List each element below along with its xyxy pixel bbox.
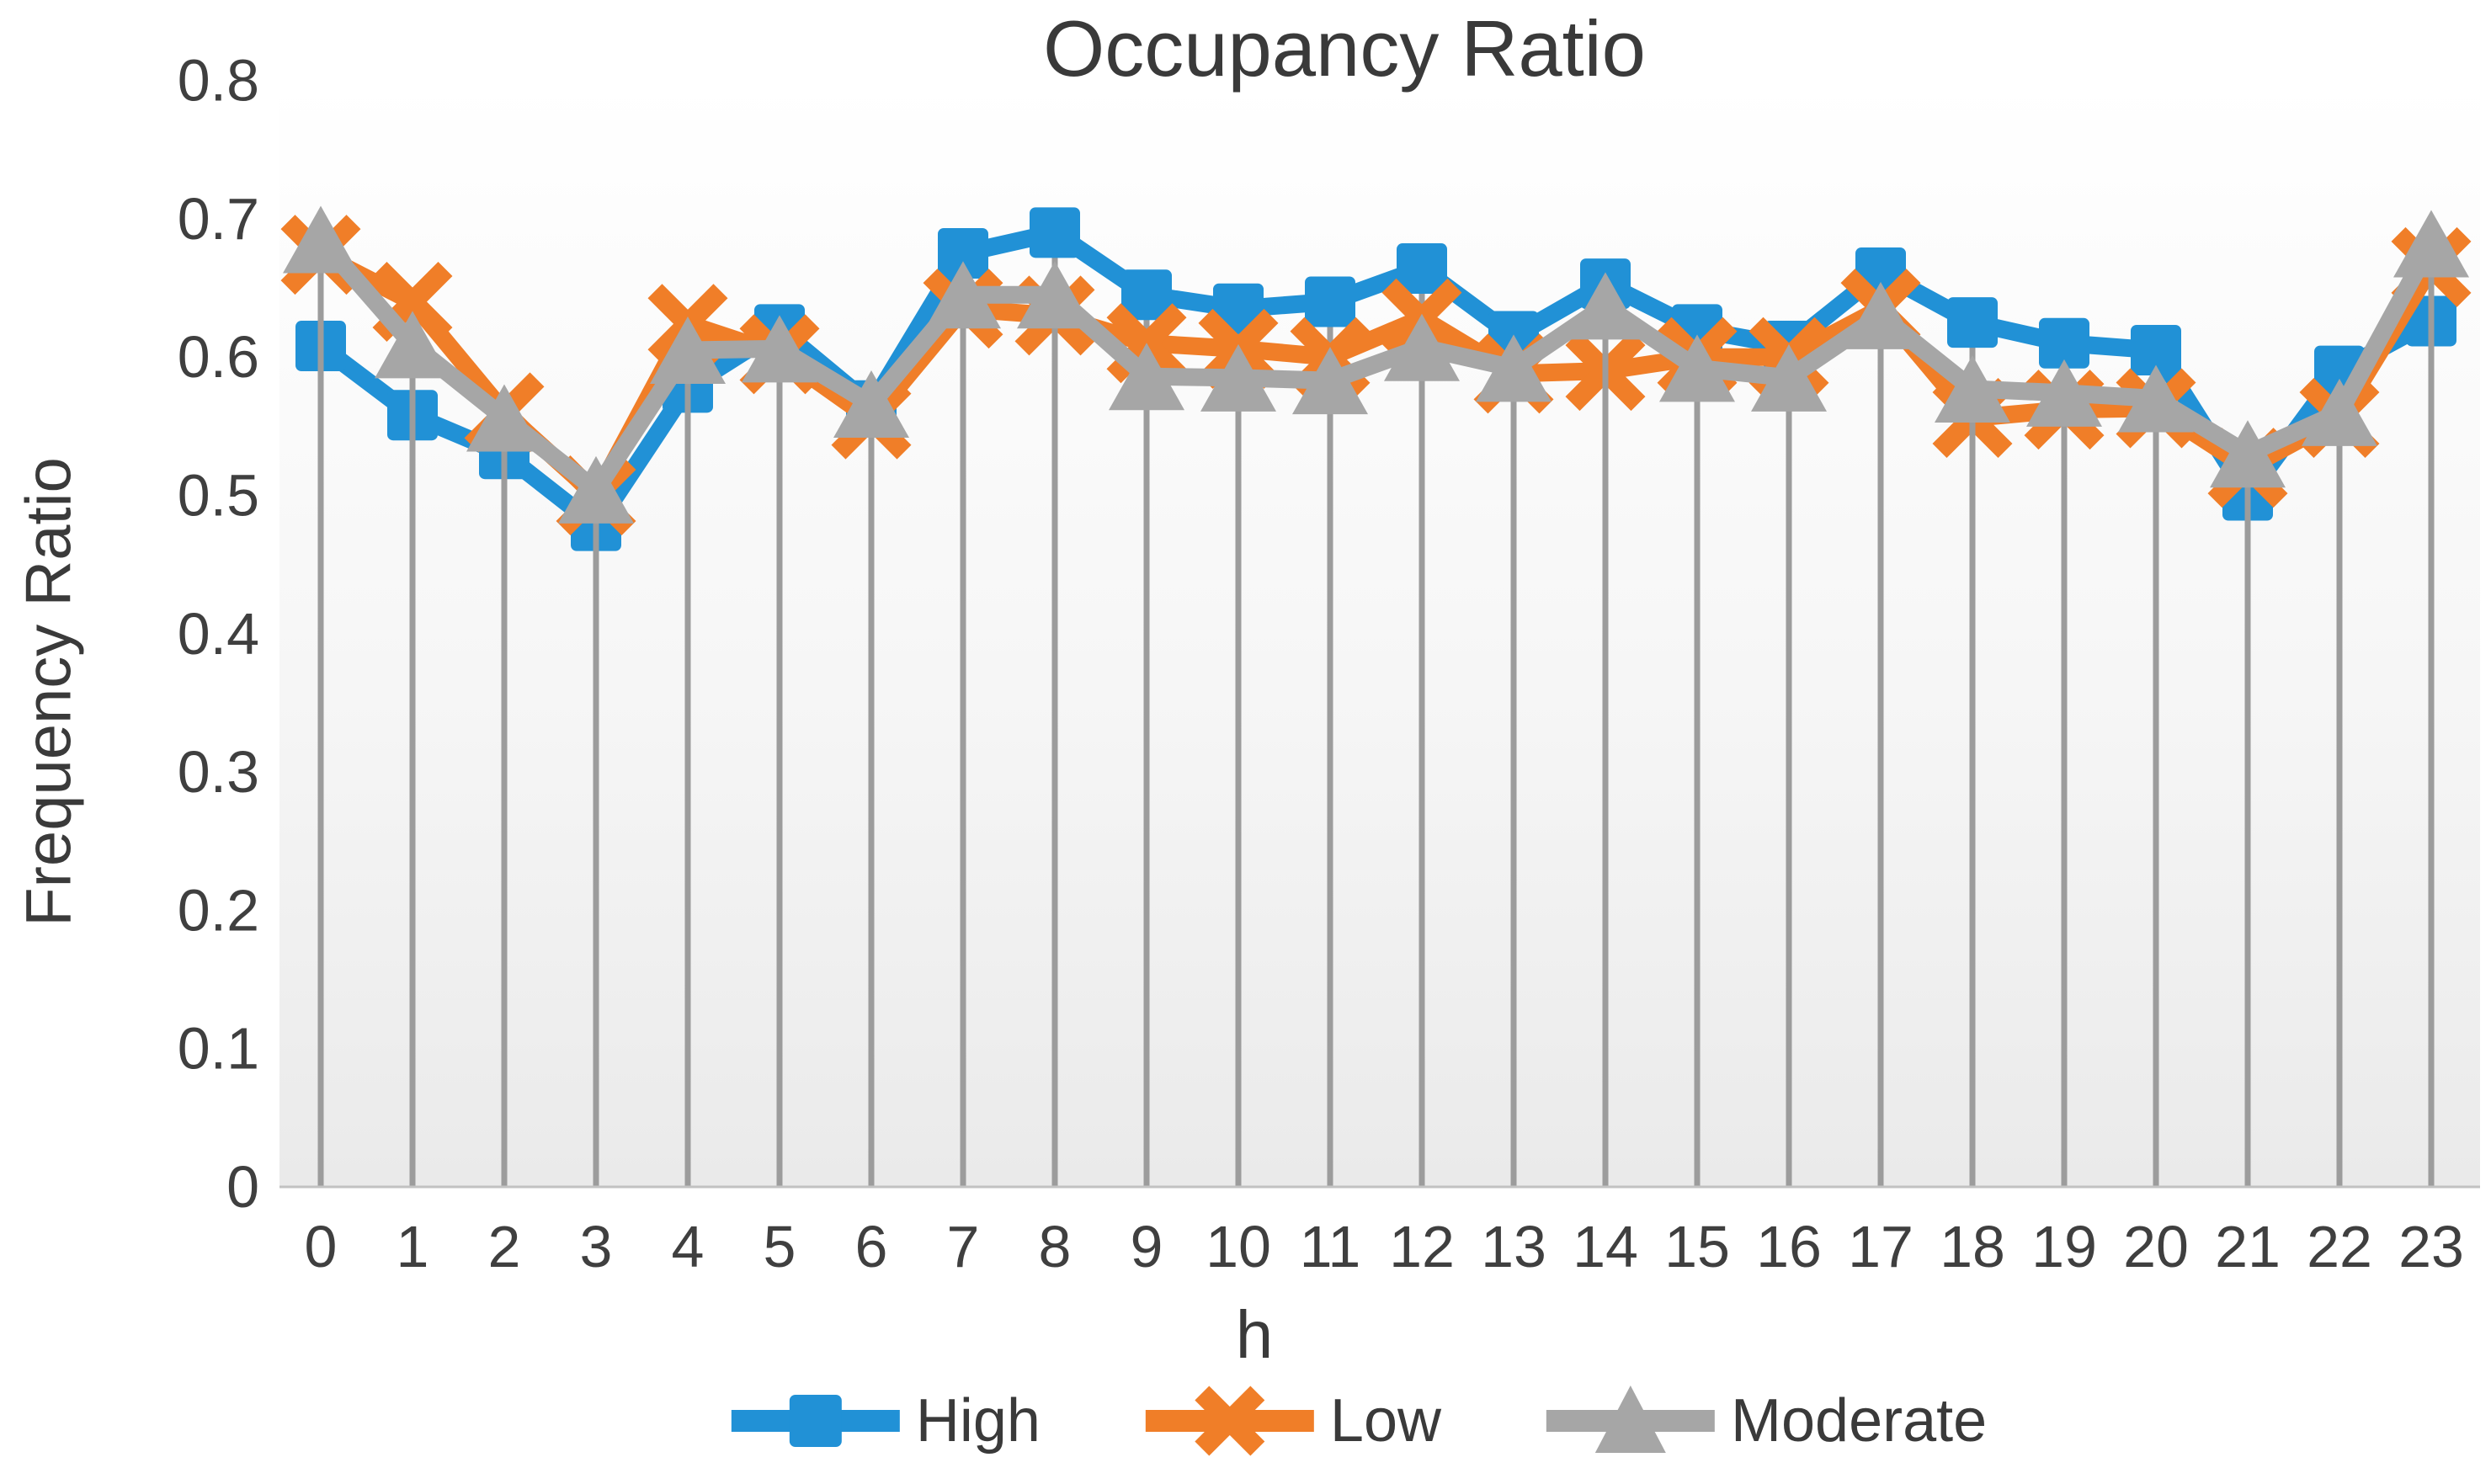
triangle-marker <box>1200 343 1276 412</box>
y-tick-label: 0.6 <box>178 324 259 390</box>
square-marker <box>1305 276 1355 327</box>
x-tick-label: 20 <box>2123 1214 2189 1279</box>
triangle-marker <box>558 455 634 524</box>
y-axis-title: Frequency Ratio <box>13 457 85 927</box>
x-axis-title: h <box>1235 1297 1274 1372</box>
square-marker <box>2131 324 2181 375</box>
legend-label-low: Low <box>1329 1387 1441 1455</box>
triangle-marker <box>1568 272 1643 340</box>
triangle-marker <box>1017 261 1093 329</box>
x-axis-tick-labels: 0 1 2 3 4 5 6 7 8 9 10 11 12 13 14 15 16 17 18 19 20 21 22 23 <box>305 1214 2464 1279</box>
x-tick-label: 2 <box>488 1214 521 1279</box>
y-tick-label: 0.3 <box>178 739 259 805</box>
legend-item-high: High <box>727 1370 1041 1471</box>
moderate-series-legend-marker <box>1546 1386 1715 1453</box>
square-marker <box>938 227 988 279</box>
low-series-legend-marker <box>1145 1386 1314 1456</box>
y-tick-label: 0 <box>226 1154 259 1220</box>
plot-area <box>279 80 2480 1187</box>
legend-item-low: Low <box>1142 1370 1441 1471</box>
legend: High Low Moderate <box>727 1370 1987 1471</box>
triangle-marker <box>1935 354 2010 423</box>
x-tick-label: 9 <box>1131 1214 1163 1279</box>
triangle-marker <box>1476 334 1552 402</box>
square-marker <box>1213 283 1264 334</box>
markers-moderate <box>283 205 2469 524</box>
y-tick-label: 0.8 <box>178 48 259 114</box>
legend-item-moderate: Moderate <box>1542 1370 1987 1471</box>
legend-label-moderate: Moderate <box>1731 1387 1988 1455</box>
series-moderate <box>283 205 2469 1187</box>
x-tick-label: 15 <box>1664 1214 1730 1279</box>
series-layer <box>280 205 2472 1187</box>
square-marker <box>1947 297 1998 348</box>
y-tick-label: 0.2 <box>178 877 259 943</box>
chart-title: Occupancy Ratio <box>1043 4 1646 93</box>
triangle-marker <box>1109 343 1184 411</box>
x-tick-label: 5 <box>764 1214 796 1279</box>
square-marker <box>1397 243 1447 295</box>
x-tick-label: 19 <box>2031 1214 2097 1279</box>
x-tick-label: 18 <box>1940 1214 2005 1279</box>
y-axis-tick-labels: 0 0.1 0.2 0.3 0.4 0.5 0.6 0.7 0.8 <box>178 48 259 1220</box>
high-series-legend-marker <box>731 1395 900 1447</box>
triangle-marker <box>1843 281 1919 349</box>
x-tick-label: 14 <box>1573 1214 1638 1279</box>
x-tick-label: 11 <box>1300 1214 1361 1279</box>
x-tick-label: 6 <box>855 1214 888 1279</box>
triangle-marker <box>650 316 726 384</box>
triangle-marker <box>742 315 817 383</box>
x-tick-label: 23 <box>2398 1214 2464 1279</box>
square-marker <box>1030 207 1080 258</box>
x-tick-label: 7 <box>947 1214 980 1279</box>
triangle-marker <box>2210 420 2286 488</box>
x-tick-label: 8 <box>1039 1214 1072 1279</box>
triangle-marker <box>1384 313 1460 381</box>
x-tick-label: 1 <box>397 1214 429 1279</box>
triangle-marker <box>466 384 542 452</box>
y-tick-label: 0.5 <box>178 463 259 529</box>
triangle-marker <box>925 261 1001 329</box>
square-marker <box>2039 317 2089 369</box>
triangle-marker <box>283 205 359 274</box>
triangle-marker <box>1751 343 1827 412</box>
x-tick-label: 4 <box>672 1214 705 1279</box>
x-tick-label: 12 <box>1389 1214 1455 1279</box>
x-tick-label: 3 <box>580 1214 613 1279</box>
triangle-marker <box>2026 359 2102 427</box>
triangle-marker <box>375 311 450 379</box>
x-tick-label: 16 <box>1756 1214 1822 1279</box>
legend-label-high: High <box>915 1387 1041 1455</box>
triangle-marker <box>2302 378 2377 446</box>
y-tick-label: 0.1 <box>178 1016 259 1082</box>
triangle-marker <box>2118 364 2194 433</box>
y-tick-label: 0.4 <box>178 601 259 667</box>
x-tick-label: 10 <box>1206 1214 1271 1279</box>
x-tick-label: 22 <box>2307 1214 2372 1279</box>
triangle-marker <box>1292 347 1368 415</box>
x-tick-label: 17 <box>1848 1214 1913 1279</box>
x-tick-label: 21 <box>2215 1214 2281 1279</box>
square-marker <box>1121 269 1172 321</box>
triangle-marker <box>2393 210 2469 278</box>
x-tick-label: 13 <box>1481 1214 1546 1279</box>
x-tick-label: 0 <box>305 1214 338 1279</box>
droplines-moderate <box>317 239 2435 1187</box>
triangle-marker <box>833 370 909 439</box>
y-tick-label: 0.7 <box>178 186 259 252</box>
triangle-marker <box>1659 334 1735 402</box>
